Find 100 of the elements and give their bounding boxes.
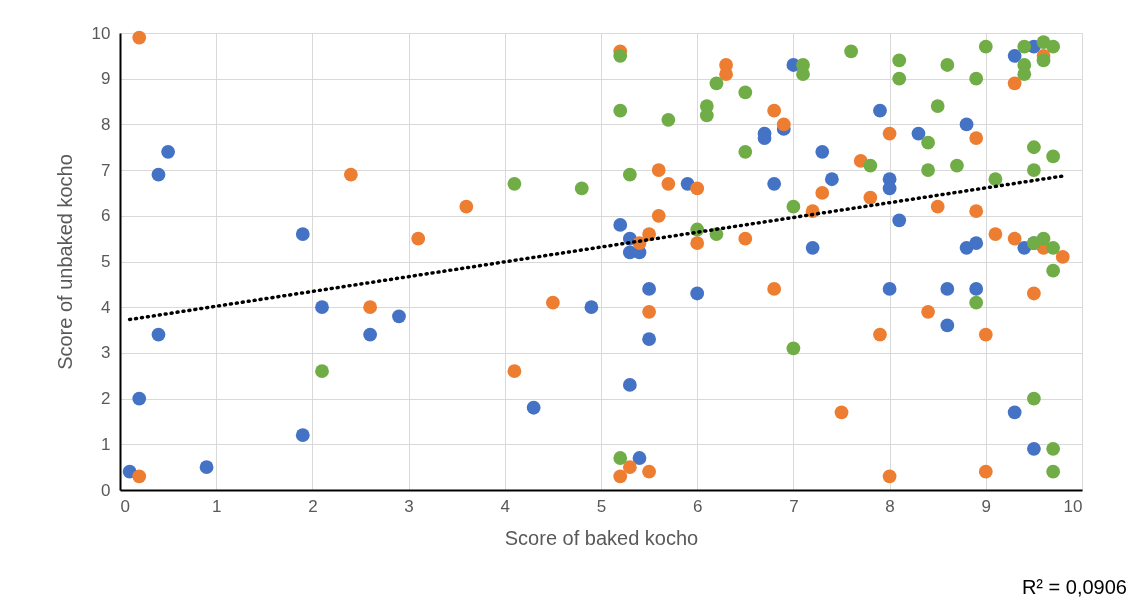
point — [1046, 263, 1061, 278]
point — [1055, 250, 1070, 264]
point — [632, 451, 647, 465]
point — [882, 469, 897, 484]
point — [844, 44, 859, 59]
point — [767, 282, 782, 296]
point — [911, 126, 926, 141]
x-tick-label: 8 — [885, 496, 895, 516]
point — [651, 163, 666, 177]
point — [969, 71, 984, 86]
point — [699, 108, 714, 123]
point — [969, 204, 984, 219]
point — [132, 391, 147, 406]
point — [642, 282, 656, 296]
point — [661, 112, 676, 127]
point — [295, 227, 310, 241]
point — [969, 131, 984, 145]
y-tick-label: 1 — [101, 434, 111, 454]
point — [940, 282, 955, 296]
point — [1017, 39, 1032, 54]
point — [546, 295, 560, 310]
point — [1046, 39, 1061, 54]
point — [930, 199, 945, 214]
point — [1007, 76, 1022, 91]
point — [295, 428, 310, 443]
point — [834, 405, 849, 420]
point — [613, 451, 628, 465]
x-tick-label: 7 — [789, 496, 799, 516]
y-tick-label: 8 — [101, 114, 111, 134]
point — [738, 231, 753, 246]
point — [1027, 391, 1041, 406]
x-tick-label: 2 — [308, 496, 318, 516]
point — [622, 378, 637, 392]
point — [642, 304, 656, 319]
x-tick-label: 3 — [404, 496, 414, 516]
point — [940, 318, 955, 333]
point — [1027, 286, 1041, 301]
point — [978, 327, 993, 342]
point — [1007, 405, 1022, 420]
point — [709, 76, 724, 91]
point — [805, 240, 820, 255]
x-tick-label: 6 — [692, 496, 703, 516]
x-tick-label: 10 — [1063, 496, 1083, 516]
y-tick-label: 7 — [101, 160, 111, 180]
point — [892, 71, 907, 86]
point — [796, 67, 810, 82]
point — [1007, 231, 1022, 246]
point — [921, 304, 935, 319]
x-tick-label: 0 — [120, 496, 130, 516]
y-tick-label: 4 — [101, 297, 111, 317]
point — [584, 300, 599, 315]
point — [622, 460, 637, 475]
point — [613, 103, 628, 118]
y-tick-label: 3 — [101, 343, 111, 363]
point — [690, 181, 705, 196]
point — [642, 332, 656, 347]
point — [824, 172, 839, 187]
point — [1036, 53, 1051, 68]
point — [642, 464, 656, 479]
point — [622, 167, 637, 182]
y-tick-label: 2 — [101, 389, 111, 409]
point — [738, 85, 753, 100]
point — [921, 163, 935, 177]
point — [940, 58, 955, 72]
point — [661, 176, 676, 191]
point — [507, 176, 522, 191]
point — [969, 295, 984, 310]
x-tick-label: 1 — [211, 496, 222, 516]
point — [1036, 231, 1051, 246]
point — [1046, 441, 1061, 456]
point — [363, 300, 378, 315]
point — [1017, 67, 1032, 82]
x-tick-label: 9 — [981, 496, 992, 516]
point — [815, 144, 830, 159]
point — [690, 286, 705, 301]
point — [988, 227, 1003, 241]
point — [892, 213, 907, 228]
y-tick-label: 5 — [101, 252, 111, 271]
x-tick-label: 4 — [500, 496, 511, 516]
point — [132, 30, 147, 45]
point — [1027, 163, 1041, 177]
point — [315, 300, 329, 315]
point — [651, 208, 666, 223]
point — [738, 144, 753, 159]
point — [863, 190, 878, 205]
point — [873, 103, 887, 118]
point — [988, 172, 1003, 187]
point — [863, 158, 878, 173]
point — [767, 103, 782, 118]
point — [882, 181, 897, 196]
point — [526, 400, 541, 415]
point — [132, 469, 147, 484]
point — [613, 48, 628, 63]
point — [1027, 441, 1041, 456]
point — [613, 218, 628, 232]
point — [1007, 48, 1022, 63]
point — [969, 236, 984, 251]
point — [690, 236, 705, 251]
point — [151, 327, 166, 342]
point — [719, 67, 733, 82]
